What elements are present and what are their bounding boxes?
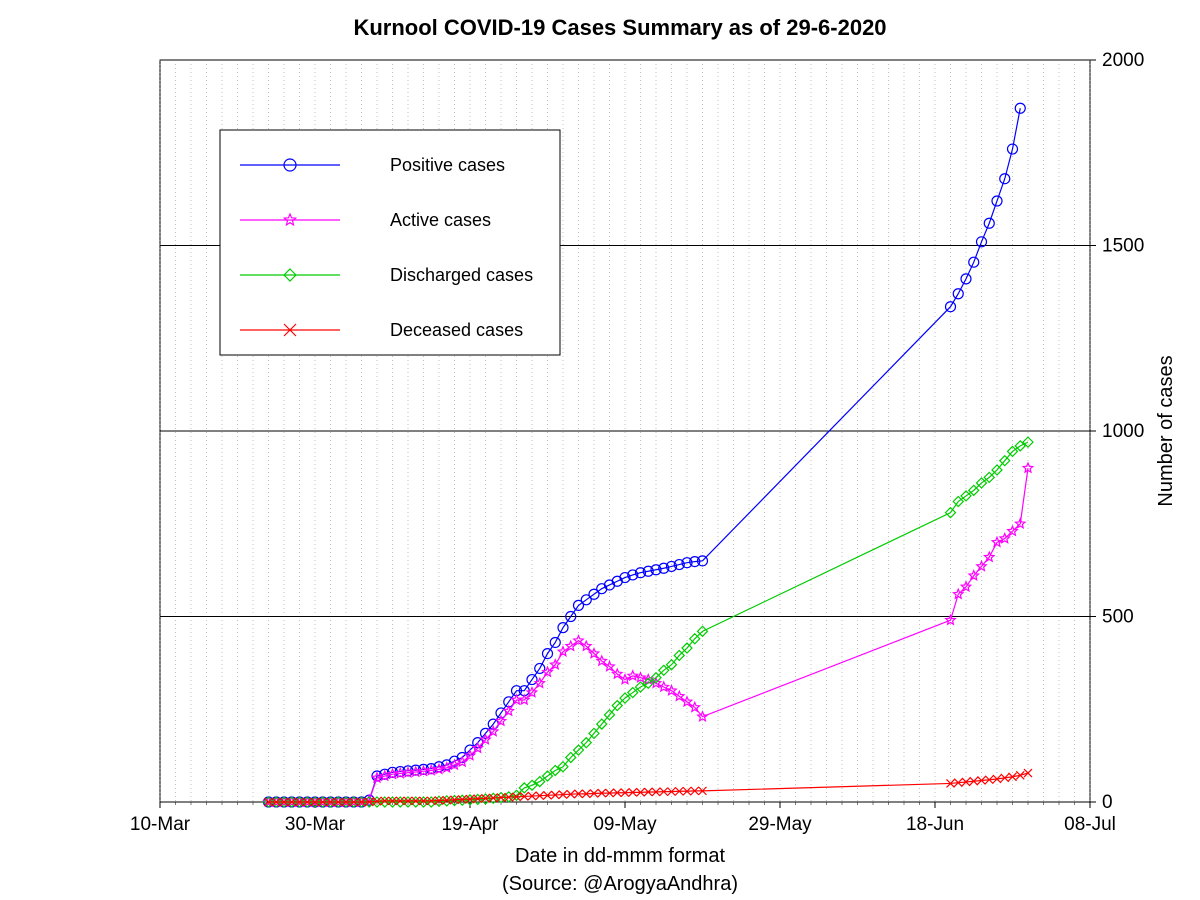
x-tick-label: 30-Mar <box>285 814 346 835</box>
x-axis-label-1: Date in dd-mmm format <box>515 845 725 867</box>
x-tick-label: 19-Apr <box>441 814 499 835</box>
y-tick-label: 1500 <box>1102 236 1144 257</box>
legend-label: Positive cases <box>390 155 505 175</box>
x-tick-label: 09-May <box>593 814 657 835</box>
legend-label: Discharged cases <box>390 265 533 285</box>
y-tick-label: 0 <box>1102 792 1113 813</box>
series-discharged-cases <box>264 437 1034 807</box>
x-tick-label: 08-Jul <box>1064 814 1116 835</box>
legend-label: Active cases <box>390 210 491 230</box>
series-active-cases <box>264 463 1033 806</box>
legend: Positive cases Active cases Discharged cas… <box>220 130 560 355</box>
legend-label: Deceased cases <box>390 320 523 340</box>
chart-container: Kurnool COVID-19 Cases Summary as of 29-… <box>0 0 1200 900</box>
chart-title: Kurnool COVID-19 Cases Summary as of 29-… <box>353 15 886 40</box>
y-tick-label: 2000 <box>1102 50 1144 71</box>
x-tick-label: 10-Mar <box>130 814 191 835</box>
y-tick-label: 1000 <box>1102 421 1144 442</box>
chart-svg: Kurnool COVID-19 Cases Summary as of 29-… <box>0 0 1200 900</box>
x-axis-label-2: (Source: @ArogyaAndhra) <box>502 873 738 895</box>
y-tick-label: 500 <box>1102 607 1134 628</box>
x-tick-label: 18-Jun <box>906 814 964 835</box>
x-tick-label: 29-May <box>748 814 812 835</box>
y-axis-label: Number of cases <box>1155 355 1177 506</box>
